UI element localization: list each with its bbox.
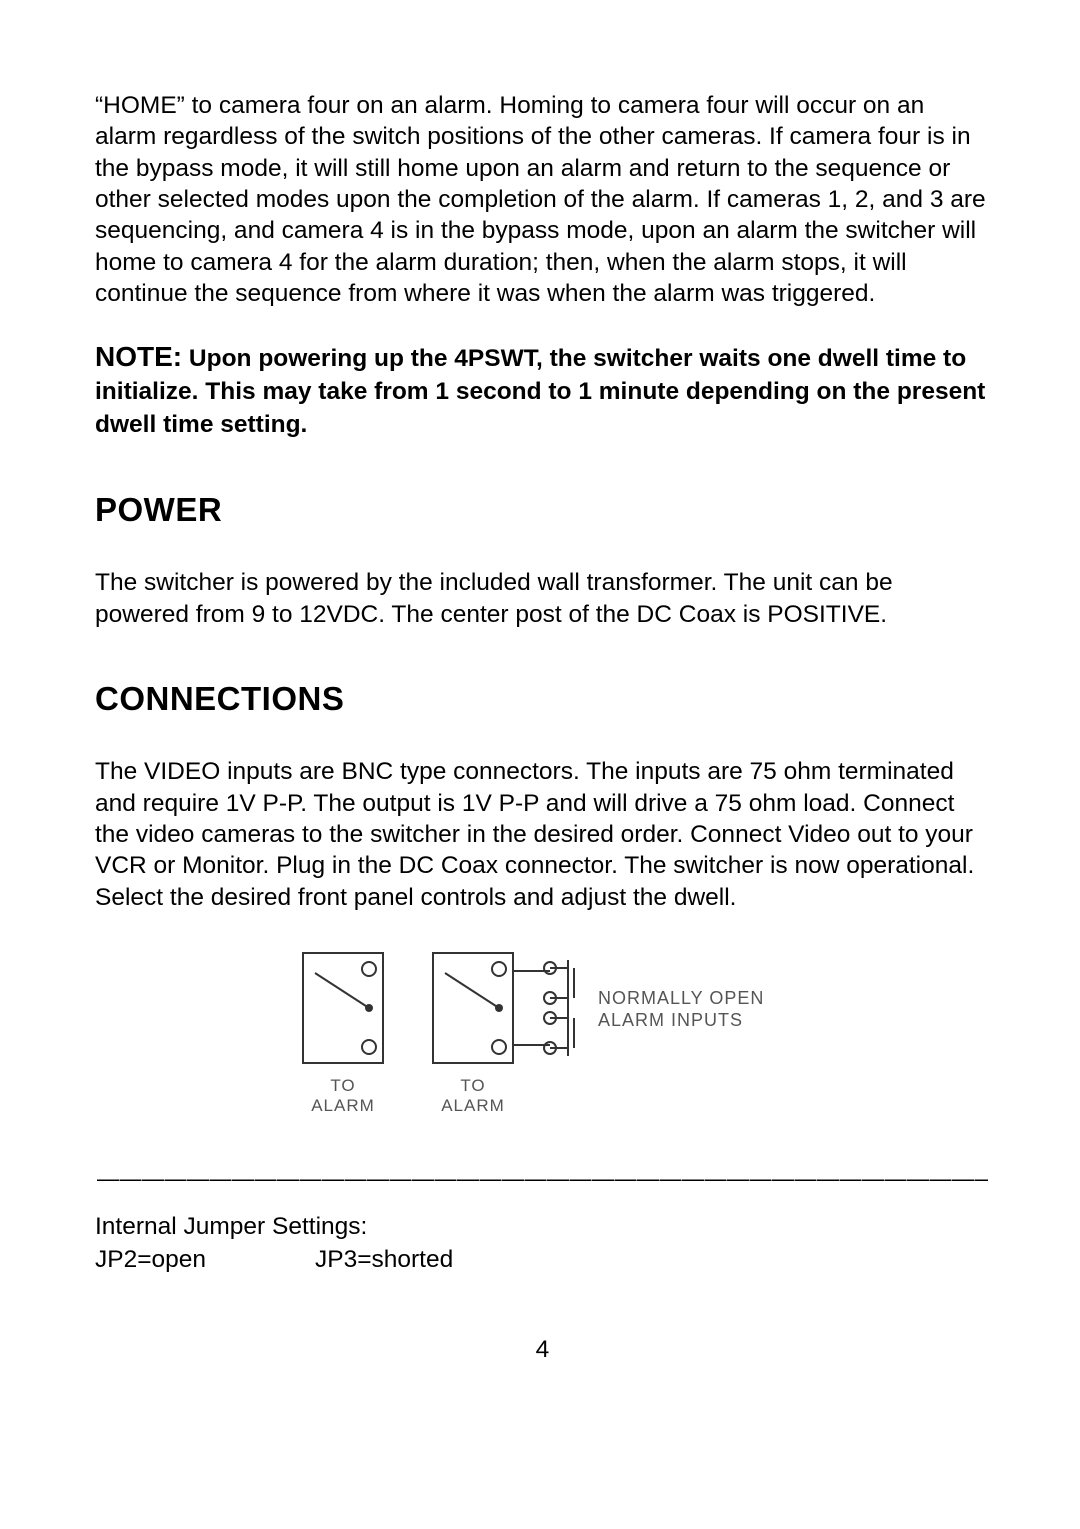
power-paragraph: The switcher is powered by the included … xyxy=(95,567,990,630)
svg-text:ALARM: ALARM xyxy=(311,1096,375,1115)
svg-text:TO: TO xyxy=(460,1076,485,1095)
page-number: 4 xyxy=(95,1336,990,1364)
jumper-jp2: JP2=open xyxy=(95,1243,315,1276)
divider-line: ————————————————————————————————————————… xyxy=(97,1166,988,1192)
svg-text:TO: TO xyxy=(330,1076,355,1095)
alarm-inputs-diagram: TOALARMTOALARMNORMALLY OPENALARM INPUTS xyxy=(95,943,990,1158)
connections-heading: CONNECTIONS xyxy=(95,680,990,718)
intro-paragraph: “HOME” to camera four on an alarm. Homin… xyxy=(95,90,990,310)
connections-paragraph: The VIDEO inputs are BNC type connectors… xyxy=(95,756,990,913)
note-label: NOTE: xyxy=(95,341,182,372)
svg-text:ALARM: ALARM xyxy=(441,1096,505,1115)
note-paragraph: NOTE: Upon powering up the 4PSWT, the sw… xyxy=(95,338,990,442)
jumper-jp3: JP3=shorted xyxy=(315,1246,453,1273)
jumper-settings-title: Internal Jumper Settings: xyxy=(95,1210,990,1243)
power-heading: POWER xyxy=(95,491,990,529)
note-text: Upon powering up the 4PSWT, the switcher… xyxy=(95,345,985,439)
jumper-settings-values: JP2=openJP3=shorted xyxy=(95,1243,990,1276)
svg-text:NORMALLY OPEN: NORMALLY OPEN xyxy=(598,988,764,1008)
svg-text:ALARM INPUTS: ALARM INPUTS xyxy=(598,1010,743,1030)
